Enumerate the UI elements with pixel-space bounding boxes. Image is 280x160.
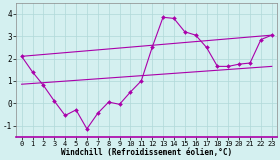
X-axis label: Windchill (Refroidissement éolien,°C): Windchill (Refroidissement éolien,°C)	[61, 148, 232, 157]
